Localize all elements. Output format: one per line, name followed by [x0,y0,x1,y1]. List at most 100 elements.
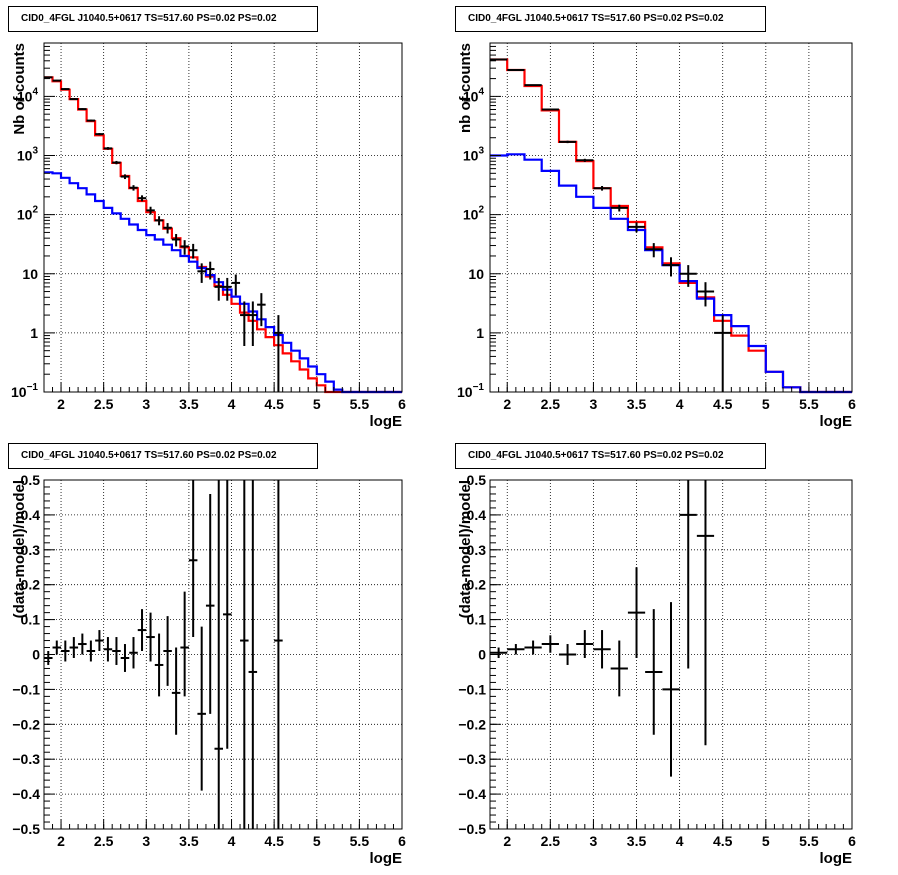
x-tick-label: 5 [313,833,321,849]
x-tick-label: 6 [848,833,856,849]
x-tick-label: 3.5 [179,396,199,412]
data-point-2-11 [662,257,680,277]
data-point-3-5 [78,633,87,655]
data-point-3-22 [223,480,232,749]
y-tick-label: 0.2 [21,577,41,593]
y-axis-title-1: Nb of counts [11,43,28,135]
y-tick-label: 0.3 [21,542,41,558]
y-tick-label: 0 [32,647,40,663]
data-point-1-10 [120,174,130,180]
x-tick-label: 5 [762,833,770,849]
x-axis-title-1: logE [370,413,403,430]
y-tick-label: 10 [468,266,484,282]
data-point-1-7 [95,133,104,136]
data-point-3-19 [197,626,206,791]
data-point-3-7 [95,630,104,652]
plot-3: 2 2.5 3 3.5 4 4.5 5 5.5 6 −0.5 −0.4 −0.3 −0.2 −0.1 0 0.… [11,472,406,867]
x-tick-label: 4 [228,833,236,849]
y-tick-label: 0.4 [21,507,41,523]
x-tick-label: 4.5 [713,396,733,412]
data-point-4-12 [679,480,697,669]
data-point-4-13 [696,480,715,746]
data-point-3-18 [188,480,198,638]
x-tick-label: 3 [142,396,150,412]
y-tick-label: −0.3 [458,751,486,767]
series-2-2-line [490,153,852,394]
data-point-1-20 [205,261,215,280]
x-tick-label: 2.5 [94,396,114,412]
data-point-1-17 [180,240,189,255]
data-point-3-10 [120,644,130,672]
x-tick-label: 4 [676,396,684,412]
x-tick-label: 4.5 [264,833,284,849]
data-point-2-8 [610,204,628,212]
data-point-2-10 [645,243,663,258]
x-tick-label: 5 [313,396,321,412]
data-point-3-15 [163,616,172,686]
data-point-3-8 [103,637,113,662]
plot-4: 2 2.5 3 3.5 4 4.5 5 5.5 6 −0.5 −0.4 −0.3 −0.2 −0.1 0 0.… [457,472,856,867]
data-point-2-13 [696,282,715,307]
y-tick-label: 1 [30,325,38,341]
data-point-4-4 [541,635,559,653]
data-point-4-6 [576,630,594,658]
data-point-3-1 [44,651,53,665]
data-point-2-9 [627,222,646,233]
plot-1: 2 2.5 3 3.5 4 4.5 5 5.5 6 10−1 1 10 102 103 104 logE Nb … [11,42,406,430]
x-tick-label: 3.5 [179,833,199,849]
chart-title-3: CID0_4FGL J1040.5+0617 TS=517.60 PS=0.02… [21,450,277,461]
data-point-3-3 [61,640,70,662]
y-axis-title-3: (data-model)/model [11,480,28,618]
data-point-4-1 [490,647,508,658]
x-tick-label: 2.5 [541,396,561,412]
y-tick-label: 0.4 [467,507,487,523]
x-tick-label: 3.5 [627,396,647,412]
y-tick-label: 0.1 [467,612,487,628]
data-point-1-13 [146,206,155,215]
y-axis-title-2: nb of counts [457,43,474,133]
x-tick-label: 3 [590,396,598,412]
data-point-2-1 [490,58,508,61]
title-box-4: CID0_4FGL J1040.5+0617 TS=517.60 PS=0.02… [455,443,766,469]
y-tick-label: 10−1 [11,382,38,400]
x-tick-label: 2.5 [541,833,561,849]
y-tick-label: −0.4 [12,786,40,802]
title-box-3: CID0_4FGL J1040.5+0617 TS=517.60 PS=0.02… [8,443,318,469]
x-axis-title-2: logE [820,413,853,430]
data-point-2-14 [714,315,732,392]
y-tick-label: −0.1 [458,681,486,697]
y-tick-label: 10−1 [457,382,484,400]
y-tick-label: 0.2 [467,577,487,593]
x-tick-label: 2 [503,396,511,412]
x-tick-label: 4 [228,396,236,412]
data-point-2-3 [524,84,542,87]
y-tick-label: −0.2 [458,716,486,732]
data-point-1-23 [231,274,241,296]
data-point-2-6 [576,158,594,162]
plot-area-3 [44,480,402,829]
chart-title-4: CID0_4FGL J1040.5+0617 TS=517.60 PS=0.02… [468,450,724,461]
y-tick-label: −0.2 [12,716,40,732]
data-point-1-24 [240,301,249,346]
y-tick-label: 0.1 [21,612,41,628]
x-tick-label: 5.5 [799,833,819,849]
data-point-1-25 [248,301,258,346]
data-point-4-7 [593,630,611,669]
plot-area-1 [44,43,402,392]
x-tick-label: 6 [398,396,406,412]
data-point-3-24 [248,480,258,829]
data-point-4-2 [507,644,525,655]
chart-title-1: CID0_4FGL J1040.5+0617 TS=517.60 PS=0.02… [21,13,277,24]
data-point-1-16 [171,234,181,247]
data-point-4-9 [627,567,646,658]
data-point-1-19 [197,263,206,283]
data-point-3-4 [69,637,79,658]
x-tick-label: 2.5 [94,833,114,849]
y-axis-title-4: (data-model)/model [457,480,474,618]
x-tick-label: 5.5 [799,396,819,412]
y-tick-label: −0.5 [458,821,486,837]
data-point-1-15 [163,223,172,234]
y-tick-label: −0.4 [458,786,486,802]
x-tick-label: 2 [57,396,65,412]
y-tick-label: 1 [476,325,484,341]
